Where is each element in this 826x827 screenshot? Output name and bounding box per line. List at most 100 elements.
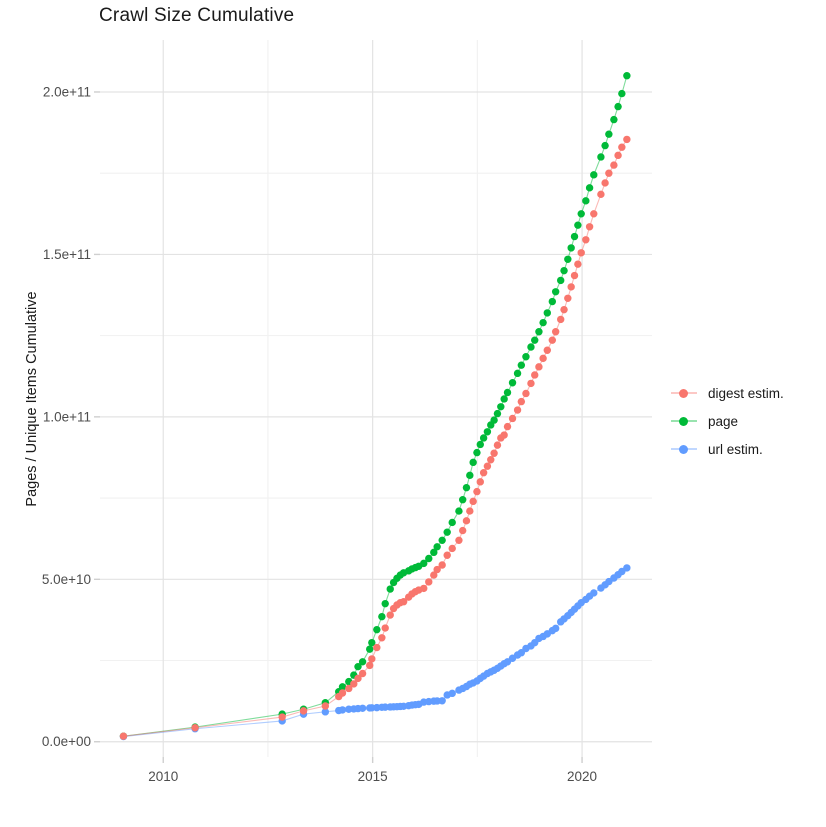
legend-key-icon xyxy=(671,387,697,399)
legend-item: page xyxy=(671,407,784,435)
data-point xyxy=(338,706,347,714)
data-point xyxy=(483,462,492,470)
legend: digest estim. page url estim. xyxy=(671,379,784,463)
data-point xyxy=(539,318,547,327)
data-point xyxy=(438,561,446,569)
data-point xyxy=(548,297,557,306)
data-point xyxy=(618,89,626,98)
series-page xyxy=(119,72,631,740)
data-point xyxy=(623,135,631,144)
data-point xyxy=(490,416,498,424)
data-point xyxy=(191,724,199,732)
data-point xyxy=(567,244,575,252)
data-point xyxy=(610,115,618,124)
y-tick-label: 5.0e+10 xyxy=(42,572,91,587)
data-point xyxy=(462,483,471,492)
data-point xyxy=(321,708,330,716)
series-digest-estim xyxy=(119,135,631,740)
data-point xyxy=(386,611,394,619)
data-point xyxy=(597,153,605,161)
data-point xyxy=(354,662,362,671)
data-point xyxy=(500,431,508,439)
data-point xyxy=(358,704,367,712)
data-point xyxy=(448,518,456,527)
grid-major xyxy=(100,40,652,757)
data-point xyxy=(508,379,517,387)
data-point xyxy=(564,294,572,302)
data-point xyxy=(448,544,456,553)
data-point xyxy=(455,507,463,515)
data-point xyxy=(487,456,495,464)
data-point xyxy=(567,283,575,291)
data-point xyxy=(321,702,330,710)
data-point xyxy=(448,689,456,698)
chart-title: Crawl Size Cumulative xyxy=(99,5,295,26)
legend-key-icon xyxy=(671,415,697,427)
data-point xyxy=(455,536,463,545)
data-point xyxy=(466,471,474,480)
data-point xyxy=(368,655,376,663)
y-tick-label: 1.5e+11 xyxy=(43,247,91,262)
data-point xyxy=(577,249,585,257)
data-point xyxy=(503,388,512,397)
data-point xyxy=(443,551,451,559)
data-point xyxy=(556,315,565,324)
data-point xyxy=(473,487,481,496)
data-point xyxy=(535,363,543,371)
x-tick-label: 2010 xyxy=(148,769,178,784)
data-point xyxy=(590,171,598,179)
data-point xyxy=(469,497,477,506)
data-point xyxy=(338,683,347,691)
data-point xyxy=(577,210,585,218)
data-point xyxy=(497,403,505,411)
legend-label: url estim. xyxy=(708,441,763,457)
data-point xyxy=(366,661,374,670)
data-point xyxy=(543,309,551,317)
data-point xyxy=(430,571,438,579)
data-point xyxy=(438,536,446,545)
data-point xyxy=(531,336,539,344)
data-point xyxy=(354,674,362,683)
data-point xyxy=(443,528,451,536)
data-point xyxy=(373,643,381,652)
data-point xyxy=(618,143,626,151)
data-point xyxy=(433,565,441,574)
data-point xyxy=(560,305,568,314)
data-point xyxy=(345,684,353,693)
data-point xyxy=(368,638,376,647)
legend-label: page xyxy=(708,413,739,429)
data-point xyxy=(420,559,428,568)
data-point xyxy=(551,288,560,296)
data-point xyxy=(350,680,358,688)
data-point xyxy=(433,543,441,551)
data-point xyxy=(469,458,477,467)
data-point xyxy=(358,658,367,666)
data-point xyxy=(476,478,484,486)
data-point xyxy=(535,328,543,336)
data-point xyxy=(522,389,530,398)
data-point xyxy=(548,336,557,344)
data-point xyxy=(543,346,551,354)
grid-minor xyxy=(100,40,652,757)
data-point xyxy=(299,707,308,715)
data-point xyxy=(570,271,579,280)
data-point xyxy=(381,624,389,632)
data-point xyxy=(500,395,508,403)
data-point xyxy=(462,517,471,525)
data-point xyxy=(517,361,526,369)
data-point xyxy=(358,669,367,678)
data-point xyxy=(458,495,467,504)
data-point xyxy=(430,548,438,557)
legend-key-icon xyxy=(671,443,697,455)
data-point xyxy=(490,449,498,457)
legend-item: digest estim. xyxy=(671,379,784,407)
data-point xyxy=(493,409,502,418)
data-point xyxy=(623,564,631,572)
legend-label: digest estim. xyxy=(708,385,784,401)
y-axis-title: Pages / Unique Items Cumulative xyxy=(24,291,40,507)
data-point xyxy=(527,379,535,388)
data-point xyxy=(527,343,535,351)
data-point xyxy=(601,179,609,187)
data-point xyxy=(605,169,613,177)
